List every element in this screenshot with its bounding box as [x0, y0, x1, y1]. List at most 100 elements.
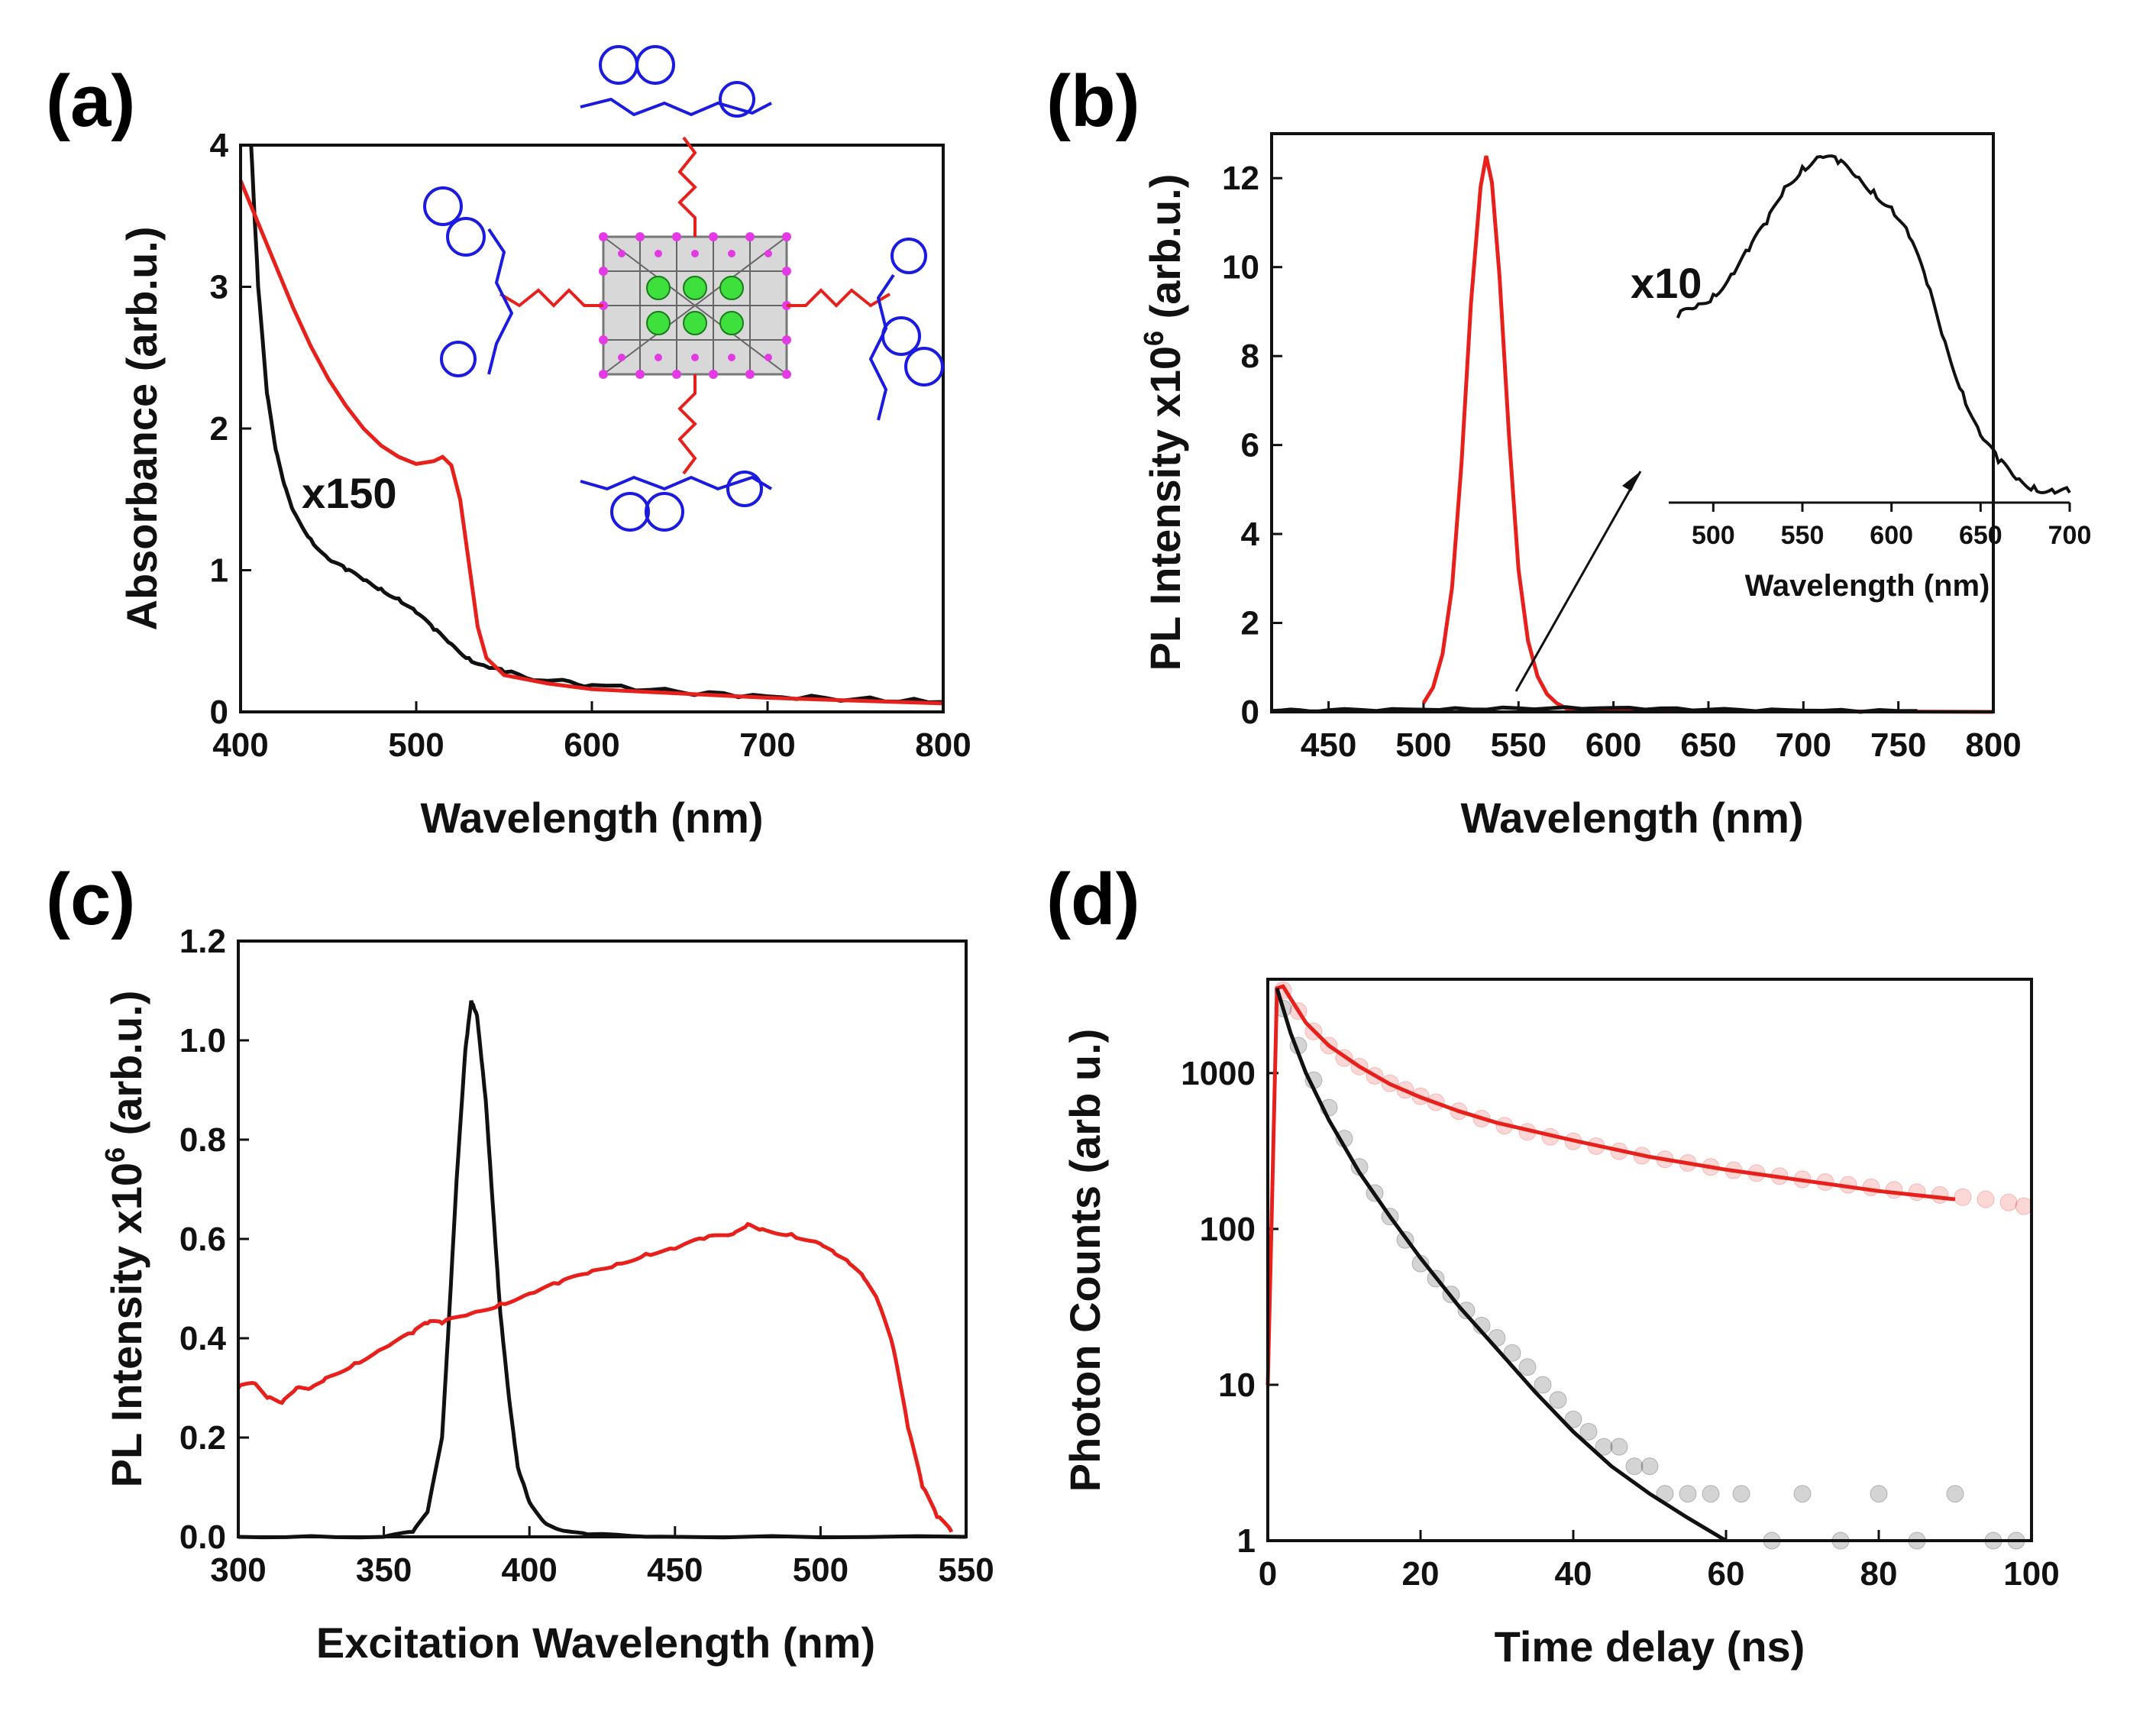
inset-x-tick-label: 700	[2048, 521, 2092, 550]
y-tick-label: 1000	[1181, 1055, 1256, 1092]
panel-label-b: (b)	[1046, 60, 1140, 142]
y-tick-label: 8	[1241, 338, 1259, 375]
x-tick-label: 450	[1301, 726, 1356, 764]
x-tick-label: 100	[2003, 1555, 2059, 1593]
y-tick-label: 0.6	[179, 1221, 226, 1258]
data-point-red-data	[1931, 1186, 1949, 1204]
data-point-black-data	[1946, 1485, 1964, 1503]
panel-b-x-label: Wavelength (nm)	[1460, 794, 1803, 842]
y-tick-label: 0.8	[179, 1121, 226, 1159]
data-point-red-data	[1999, 1193, 2018, 1211]
data-point-black-data	[1579, 1422, 1598, 1441]
y-tick-label: 0.0	[179, 1519, 226, 1556]
x150-annotation: x150	[302, 469, 397, 517]
molecule-illustration	[423, 45, 944, 532]
panel-d-ticks: 0 20 40 60 80 100 1 10 100 1000	[1181, 1055, 2060, 1593]
data-point-black-data	[1503, 1344, 1521, 1362]
panel-b-ticks: 450 500 550 600 650 700 750 800 0 2 4 6 8 10 12	[1222, 160, 2022, 764]
panel-b: (b) 450 500 550 600 650 700 750 800 0 2 4 6 8 10 12 Wa…	[1046, 60, 2091, 842]
x-tick-label: 60	[1708, 1555, 1745, 1593]
data-point-red-data	[1954, 1188, 1972, 1206]
data-point-black-data	[1793, 1485, 1812, 1503]
y-tick-label: 10	[1222, 249, 1259, 286]
data-point-black-data	[1679, 1485, 1697, 1503]
x-tick-label: 0	[1259, 1555, 1277, 1593]
panel-b-y-label-sup: 6	[1138, 331, 1169, 346]
inset-x-label: Wavelength (nm)	[1745, 569, 1990, 603]
y-tick-label: 1	[210, 552, 228, 590]
series-line-black	[238, 1000, 967, 1540]
y-tick-label: 1	[1237, 1522, 1256, 1560]
linker-chains	[499, 136, 891, 475]
data-point-black-data	[1457, 1302, 1476, 1320]
x10-annotation: x10	[1631, 259, 1702, 307]
panel-c: (c) 300 350 400 450 500 550 0.0 0.2 0.4 0.6 0.8 1.0…	[46, 859, 994, 1667]
x-tick-label: 600	[564, 726, 619, 764]
y-tick-label: 10	[1218, 1367, 1256, 1404]
inset-x-tick-label: 650	[1959, 521, 2002, 550]
x-tick-label: 800	[1965, 726, 2021, 764]
panel-b-y-label-tail: (arb.u.)	[1141, 174, 1189, 331]
panel-a-y-label: Absorbance (arb.u.)	[118, 227, 166, 631]
x-tick-label: 600	[1585, 726, 1641, 764]
fit-line-black-data	[1275, 988, 1728, 1543]
panel-label-c: (c)	[46, 859, 135, 940]
data-point-black-data	[1640, 1457, 1659, 1476]
panel-a-x-label: Wavelength (nm)	[420, 794, 763, 842]
series-line-red	[1421, 155, 1994, 714]
panel-b-y-label: PL Intensity x106 (arb.u.)	[1138, 174, 1189, 671]
panel-a: (a) 400 500 600 700 800 0 1 2 3 4 Wavelength (nm)…	[46, 45, 971, 842]
x-tick-label: 400	[501, 1551, 557, 1589]
series-line-black	[1271, 705, 1918, 714]
y-tick-label: 0	[1241, 694, 1259, 731]
x-tick-label: 500	[388, 726, 444, 764]
data-point-black-data	[1702, 1485, 1720, 1503]
series-line-black	[249, 144, 944, 704]
x-tick-label: 500	[1395, 726, 1451, 764]
x-tick-label: 650	[1680, 726, 1736, 764]
data-point-red-data	[1908, 1183, 1926, 1202]
x-tick-label: 750	[1870, 726, 1926, 764]
panel-c-ticks: 300 350 400 450 500 550 0.0 0.2 0.4 0.6 0.8 1.0 1.2	[179, 923, 994, 1589]
inset-arrow-head	[1622, 471, 1640, 491]
y-tick-label: 6	[1241, 427, 1259, 464]
x-tick-label: 80	[1860, 1555, 1898, 1593]
panel-label-d: (d)	[1046, 859, 1140, 940]
data-point-black-data	[1549, 1391, 1567, 1409]
x-tick-label: 500	[793, 1551, 849, 1589]
inset-x-tick-label: 600	[1870, 521, 1913, 550]
x-tick-label: 550	[1491, 726, 1547, 764]
panel-d-y-label: Photon Counts (arb u.)	[1061, 1029, 1109, 1493]
x-tick-label: 300	[210, 1551, 266, 1589]
panel-c-frame	[237, 940, 968, 1538]
panel-b-y-label-main: PL Intensity x10	[1141, 346, 1189, 671]
panel-b-series	[1271, 155, 1994, 714]
y-tick-label: 2	[210, 410, 228, 448]
data-point-black-data	[1518, 1358, 1537, 1376]
panel-d-series	[1265, 981, 2033, 1550]
data-point-black-data	[1625, 1457, 1644, 1476]
panel-d-x-label: Time delay (ns)	[1495, 1622, 1805, 1671]
y-tick-label: 3	[210, 269, 228, 306]
nanocrystal-core	[599, 232, 791, 379]
y-tick-label: 2	[1241, 605, 1259, 642]
x-tick-label: 350	[356, 1551, 412, 1589]
data-point-black-data	[1534, 1376, 1552, 1394]
data-point-black-data	[1732, 1485, 1750, 1503]
x-tick-label: 700	[739, 726, 795, 764]
y-tick-label: 100	[1200, 1211, 1256, 1248]
panel-a-series	[238, 144, 944, 706]
data-point-red-data	[2015, 1197, 2033, 1215]
inset-x-tick-label: 550	[1781, 521, 1825, 550]
panel-b-inset: 500 550 600 650 700	[1676, 154, 2092, 550]
panel-c-y-label: PL Intensity x106 (arb.u.)	[99, 991, 150, 1488]
y-tick-label: 1.0	[179, 1022, 226, 1059]
data-point-black-data	[1564, 1410, 1582, 1428]
y-tick-label: 0	[210, 694, 228, 731]
panel-a-frame	[239, 144, 945, 713]
y-tick-label: 0.2	[179, 1419, 226, 1457]
x-tick-label: 700	[1776, 726, 1831, 764]
panel-label-a: (a)	[46, 60, 135, 142]
panel-c-y-label-sup: 6	[99, 1147, 131, 1163]
